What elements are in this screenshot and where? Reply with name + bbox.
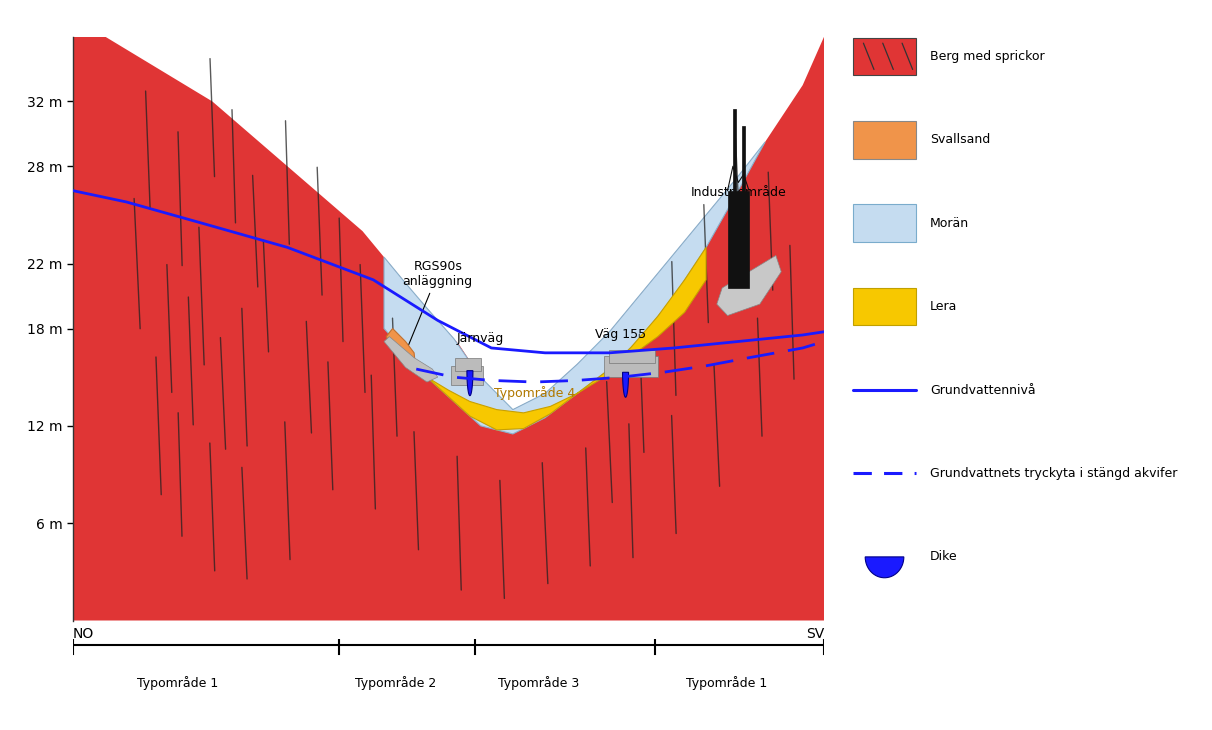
Text: Grundvattennivå: Grundvattennivå: [931, 383, 1036, 396]
Text: NO: NO: [73, 627, 95, 641]
Text: Typområde 4: Typområde 4: [493, 386, 574, 400]
Bar: [733, 110, 736, 191]
Text: Industriområde: Industriområde: [691, 185, 787, 261]
Bar: [727, 191, 749, 288]
Polygon shape: [73, 36, 824, 620]
Text: Typområde 3: Typområde 3: [498, 675, 579, 690]
Polygon shape: [467, 371, 473, 396]
Text: Morän: Morän: [931, 217, 970, 230]
Text: Järnväg: Järnväg: [457, 331, 504, 345]
Bar: [742, 126, 744, 191]
Polygon shape: [384, 142, 765, 434]
Text: Svallsand: Svallsand: [931, 134, 990, 146]
Text: RGS90s
anläggning: RGS90s anläggning: [402, 260, 473, 355]
Polygon shape: [384, 337, 438, 382]
Polygon shape: [716, 255, 782, 315]
Bar: [853, 288, 916, 326]
Text: Väg 155: Väg 155: [595, 328, 646, 342]
Text: Dike: Dike: [931, 550, 957, 564]
Text: Typområde 1: Typområde 1: [686, 675, 767, 690]
Text: Typområde 2: Typområde 2: [355, 675, 436, 690]
Bar: [853, 37, 916, 75]
Polygon shape: [623, 372, 629, 397]
Text: SV: SV: [806, 627, 824, 641]
Bar: [454, 358, 481, 371]
Bar: [451, 366, 482, 385]
Text: Lera: Lera: [931, 300, 957, 313]
Polygon shape: [865, 557, 904, 577]
Text: Typområde 1: Typområde 1: [137, 675, 218, 690]
Polygon shape: [387, 328, 416, 374]
Text: Berg med sprickor: Berg med sprickor: [931, 50, 1045, 63]
Bar: [853, 121, 916, 158]
Bar: [610, 350, 654, 363]
Polygon shape: [406, 247, 707, 430]
Text: Grundvattnets tryckyta i stängd akvifer: Grundvattnets tryckyta i stängd akvifer: [931, 467, 1178, 480]
Bar: [604, 356, 658, 377]
Bar: [853, 204, 916, 242]
